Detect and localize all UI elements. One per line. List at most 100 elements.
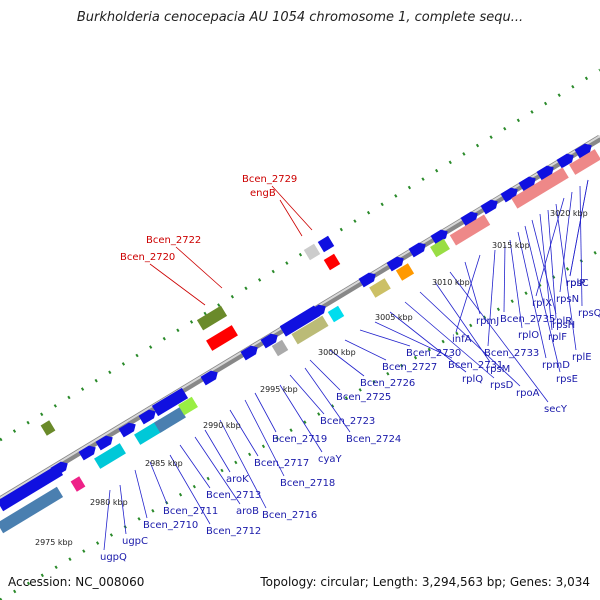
leader-line bbox=[487, 249, 496, 347]
outer-feature-shape bbox=[40, 420, 56, 436]
gene-label: rpsD bbox=[490, 380, 514, 391]
gene-label: rpsM bbox=[486, 364, 510, 375]
gene-label: rpsE bbox=[556, 374, 578, 385]
gene-arrow bbox=[574, 143, 592, 159]
leader-line bbox=[434, 281, 491, 363]
outer-feature-shape bbox=[303, 243, 321, 261]
outer-feature-shape bbox=[317, 235, 335, 253]
feature-block-shape bbox=[569, 149, 600, 175]
outer-feature bbox=[317, 235, 335, 253]
gene-arrow-shape bbox=[460, 211, 478, 227]
gene-arrow-shape bbox=[500, 187, 518, 203]
gene-arrow bbox=[518, 176, 536, 192]
outer-feature bbox=[303, 243, 321, 261]
feature-block bbox=[271, 339, 289, 357]
kbp-tick-label: 2995 kbp bbox=[260, 385, 298, 394]
gene-arrow bbox=[138, 409, 156, 425]
gene-label: infA bbox=[452, 334, 472, 345]
outer-feature bbox=[196, 305, 228, 331]
feature-block-shape bbox=[369, 278, 391, 298]
leader-line bbox=[539, 213, 553, 331]
gene-arrow-shape bbox=[358, 272, 376, 288]
kbp-tick-label: 3020 kbp bbox=[550, 209, 588, 218]
gene-block bbox=[279, 305, 321, 337]
gene-label: rpsC bbox=[566, 278, 589, 289]
gene-arrow bbox=[240, 345, 258, 361]
kbp-tick-label: 2980 kbp bbox=[90, 498, 128, 507]
leader-line bbox=[579, 185, 583, 307]
gene-arrow-shape bbox=[95, 435, 113, 451]
feature-block-shape bbox=[430, 238, 450, 258]
leader-line bbox=[194, 436, 241, 505]
gene-label: Bcen_2723 bbox=[320, 416, 375, 427]
feature-block-shape bbox=[395, 263, 415, 281]
gene-label: ugpQ bbox=[100, 552, 127, 563]
leader-line bbox=[359, 329, 411, 347]
gene-arrow-shape bbox=[386, 256, 404, 272]
leader-line bbox=[389, 311, 467, 373]
leader-line bbox=[535, 197, 565, 297]
kbp-tick-label: 3005 kbp bbox=[375, 313, 413, 322]
leader-line-red bbox=[175, 246, 223, 289]
gene-arrow bbox=[260, 333, 278, 349]
gene-label: rplP bbox=[566, 278, 585, 289]
leader-line bbox=[204, 429, 231, 473]
gene-block-shape bbox=[0, 464, 64, 512]
leader-line bbox=[179, 444, 211, 489]
inner-dotted-track bbox=[0, 248, 600, 600]
gene-label-red: Bcen_2720 bbox=[120, 252, 175, 263]
kbp-tick-label: 3010 kbp bbox=[432, 278, 470, 287]
leader-line bbox=[464, 261, 481, 315]
gene-label: rpmJ bbox=[476, 316, 499, 327]
gene-label: cyaY bbox=[318, 454, 343, 465]
gene-arrow-shape bbox=[430, 229, 448, 245]
gene-arrow bbox=[358, 272, 376, 288]
leader-line-red bbox=[271, 185, 313, 231]
accession-text: Accession: NC_008060 bbox=[8, 575, 145, 589]
gene-label: rpmD bbox=[542, 360, 570, 371]
gene-arrow bbox=[556, 153, 574, 169]
gene-arrow-shape bbox=[556, 153, 574, 169]
leader-line bbox=[569, 179, 589, 277]
gene-arrow bbox=[430, 229, 448, 245]
leader-line bbox=[103, 489, 111, 551]
leader-line bbox=[229, 409, 259, 457]
gene-arrow-shape bbox=[480, 199, 498, 215]
gene-label: Bcen_2725 bbox=[336, 392, 391, 403]
gene-label: rpsN bbox=[556, 294, 579, 305]
gene-label: Bcen_2730 bbox=[406, 348, 461, 359]
gene-arrow-shape bbox=[408, 242, 426, 258]
gene-arrow-shape bbox=[78, 445, 96, 461]
outer-feature bbox=[40, 420, 56, 436]
leader-line bbox=[119, 484, 127, 535]
leader-line bbox=[329, 349, 365, 377]
feature-block bbox=[430, 238, 450, 258]
gene-label: Bcen_2717 bbox=[254, 458, 309, 469]
leader-line bbox=[344, 339, 387, 361]
gene-label: rplF bbox=[548, 332, 567, 343]
gene-block-shape bbox=[151, 387, 189, 417]
feature-block bbox=[291, 315, 329, 345]
feature-block bbox=[369, 278, 391, 298]
feature-block bbox=[94, 443, 126, 469]
map-title: Burkholderia cenocepacia AU 1054 chromos… bbox=[76, 10, 524, 25]
feature-block-shape bbox=[327, 305, 345, 323]
kbp-tick-label: 2975 kbp bbox=[35, 538, 73, 547]
feature-block bbox=[70, 476, 86, 492]
leader-line bbox=[309, 359, 341, 391]
leader-line bbox=[524, 225, 561, 373]
leader-line bbox=[279, 384, 323, 453]
gene-arrow bbox=[95, 435, 113, 451]
gene-label: rplR bbox=[552, 316, 572, 327]
gene-label: Bcen_2733 bbox=[484, 348, 539, 359]
leader-line bbox=[455, 254, 481, 333]
leader-line-red bbox=[279, 199, 303, 237]
gene-label: secY bbox=[544, 404, 568, 415]
leader-line bbox=[547, 209, 557, 319]
leader-line bbox=[517, 231, 547, 359]
feature-block-shape bbox=[449, 214, 491, 246]
gene-label: Bcen_2718 bbox=[280, 478, 335, 489]
gene-arrow-shape bbox=[200, 370, 218, 386]
feature-block bbox=[569, 149, 600, 175]
gene-label: aroK bbox=[226, 474, 249, 485]
